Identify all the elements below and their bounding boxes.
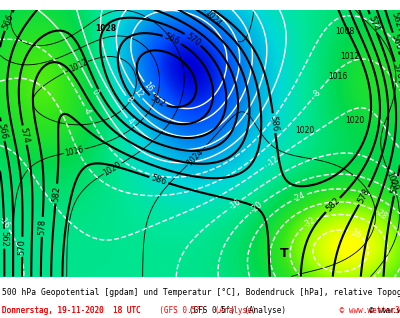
Text: 1024: 1024 [203, 9, 223, 29]
Text: Donnerstag, 19-11-2020  18 UTC    (GFS 0.5°)  (Analyse)                  © www.w: Donnerstag, 19-11-2020 18 UTC (GFS 0.5°)… [2, 306, 400, 315]
Text: 8: 8 [124, 95, 134, 104]
Text: 1012: 1012 [340, 52, 359, 61]
Text: 578: 578 [38, 218, 47, 235]
Text: 1024: 1024 [185, 147, 205, 167]
Text: -28: -28 [374, 208, 389, 222]
Text: 562: 562 [148, 93, 167, 109]
Text: -36: -36 [348, 226, 363, 240]
Text: 566: 566 [1, 12, 16, 31]
Text: 4: 4 [125, 116, 135, 126]
Text: 1020: 1020 [102, 160, 123, 177]
Text: 562: 562 [390, 10, 400, 28]
Text: 582: 582 [51, 185, 62, 202]
Text: -16: -16 [0, 215, 12, 231]
Text: 570: 570 [18, 239, 27, 255]
Text: 16: 16 [142, 81, 155, 94]
Text: 1028: 1028 [95, 24, 116, 33]
Text: 578: 578 [356, 187, 372, 205]
Text: 1020: 1020 [384, 170, 400, 191]
Text: 582: 582 [324, 196, 342, 214]
Text: -20: -20 [250, 200, 265, 214]
Text: 1008: 1008 [335, 27, 354, 36]
Text: 574: 574 [366, 15, 380, 32]
Text: -32: -32 [302, 216, 317, 230]
Text: 12: 12 [132, 87, 145, 100]
Text: 1020: 1020 [345, 116, 364, 125]
Text: 570: 570 [184, 31, 202, 48]
Text: 562: 562 [0, 231, 9, 247]
Text: 0: 0 [89, 87, 100, 96]
Text: 1020: 1020 [295, 126, 314, 135]
Text: -4: -4 [81, 106, 93, 117]
Text: -16: -16 [228, 197, 243, 212]
Text: 566: 566 [389, 33, 400, 51]
Text: 586: 586 [269, 115, 280, 132]
Text: (GFS 0.5°)  (Analyse)                  © www.wetter3.de: (GFS 0.5°) (Analyse) © www.wetter3.de [175, 306, 400, 315]
Text: 1012: 1012 [68, 58, 89, 74]
Text: 1016: 1016 [64, 145, 85, 158]
Text: 586: 586 [150, 173, 168, 187]
Text: 570: 570 [391, 63, 400, 80]
Text: Donnerstag, 19-11-2020  18 UTC: Donnerstag, 19-11-2020 18 UTC [2, 306, 141, 315]
Text: -24: -24 [292, 190, 307, 204]
Text: T: T [280, 247, 289, 260]
Text: 1016: 1016 [328, 72, 347, 81]
Text: 566: 566 [163, 32, 181, 47]
Text: 570: 570 [390, 177, 400, 195]
Text: 566: 566 [0, 122, 8, 140]
Text: 500 hPa Geopotential [gpdam] und Temperatur [°C], Bodendruck [hPa], relative Top: 500 hPa Geopotential [gpdam] und Tempera… [2, 288, 400, 297]
Text: -12: -12 [265, 154, 280, 168]
Text: -8: -8 [311, 87, 323, 99]
Text: 574: 574 [19, 127, 31, 144]
